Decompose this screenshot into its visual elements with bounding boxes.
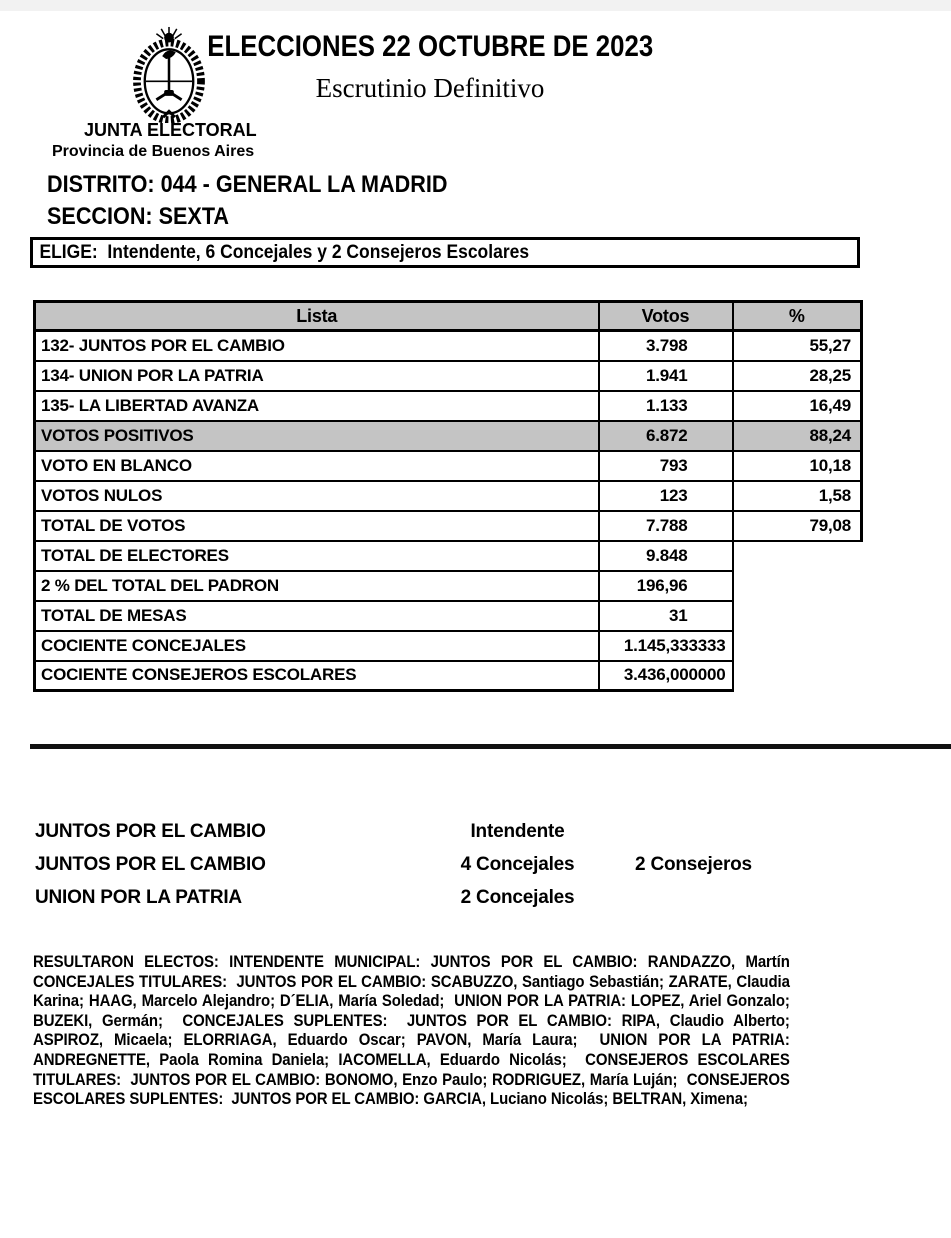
allocation-seats-primary: Intendente	[470, 821, 565, 842]
results-table-body: 132- JUNTOS POR EL CAMBIO 3.798 55,27 134- …	[33, 329, 863, 692]
table-row: COCIENTE CONSEJEROS ESCOLARES 3.436,00000…	[33, 659, 862, 692]
allocation-seats-primary: 4 Concejales	[460, 854, 575, 875]
allocation-seats-secondary	[580, 888, 915, 908]
allocation-seats-secondary: 2 Consejeros	[635, 854, 752, 875]
pct-cell: 88,24	[731, 419, 863, 452]
pct-cell: 28,25	[731, 359, 863, 392]
table-row: TOTAL DE MESAS 31	[33, 599, 862, 632]
votos-cell: 7.788	[597, 509, 734, 542]
votos-cell: 9.848	[597, 539, 734, 572]
pct-cell	[733, 631, 862, 661]
column-header-lista: Lista	[33, 300, 600, 332]
org-provincia: Provincia de Buenos Aires	[52, 143, 255, 160]
table-row: 134- UNION POR LA PATRIA 1.941 28,25	[33, 359, 863, 392]
lista-cell: 132- JUNTOS POR EL CAMBIO	[33, 329, 600, 362]
allocation-row: UNION POR LA PATRIA 2 Concejales	[35, 888, 915, 908]
pct-cell	[733, 661, 862, 691]
lista-cell: COCIENTE CONSEJEROS ESCOLARES	[33, 659, 600, 692]
lista-cell: 135- LA LIBERTAD AVANZA	[33, 389, 600, 422]
pct-cell: 55,27	[731, 329, 863, 362]
document-header: ELECCIONES 22 OCTUBRE DE 2023 Escrutinio…	[160, 30, 700, 104]
votos-cell: 196,96	[597, 569, 734, 602]
votos-cell: 793	[597, 449, 734, 482]
district-line: DISTRITO: 044 - GENERAL LA MADRID	[47, 171, 448, 198]
votos-cell: 6.872	[597, 419, 734, 452]
lista-cell: TOTAL DE VOTOS	[33, 509, 600, 542]
org-junta-electoral: JUNTA ELECTORAL	[84, 120, 257, 140]
votos-cell: 3.436,000000	[597, 659, 734, 692]
elected-officials-paragraph: RESULTARON ELECTOS: INTENDENTE MUNICIPAL…	[33, 952, 798, 1109]
table-row: VOTO EN BLANCO 793 10,18	[33, 449, 863, 482]
pct-cell: 16,49	[731, 389, 863, 422]
pct-cell	[733, 601, 862, 631]
seat-allocations: JUNTOS POR EL CAMBIO Intendente JUNTOS POR…	[35, 822, 915, 921]
votos-cell: 31	[597, 599, 734, 632]
column-header-votos: Votos	[597, 300, 734, 332]
table-header-row: Lista Votos %	[33, 300, 863, 332]
allocation-party: UNION POR LA PATRIA	[35, 887, 242, 908]
lista-cell: TOTAL DE ELECTORES	[33, 539, 600, 572]
page-subtitle: Escrutinio Definitivo	[315, 73, 545, 103]
lista-cell: TOTAL DE MESAS	[33, 599, 600, 632]
votos-cell: 1.941	[597, 359, 734, 392]
table-row: 132- JUNTOS POR EL CAMBIO 3.798 55,27	[33, 329, 863, 362]
table-row: 135- LA LIBERTAD AVANZA 1.133 16,49	[33, 389, 863, 422]
votos-cell: 123	[597, 479, 734, 512]
allocation-party: JUNTOS POR EL CAMBIO	[35, 854, 266, 875]
table-row: COCIENTE CONCEJALES 1.145,333333	[33, 629, 862, 662]
allocation-seats-secondary	[580, 822, 915, 842]
lista-cell: COCIENTE CONCEJALES	[33, 629, 600, 662]
lista-cell: 2 % DEL TOTAL DEL PADRON	[33, 569, 600, 602]
allocation-party: JUNTOS POR EL CAMBIO	[35, 821, 266, 842]
page-title: ELECCIONES 22 OCTUBRE DE 2023	[207, 30, 653, 63]
votos-cell: 3.798	[597, 329, 734, 362]
pct-cell	[733, 571, 862, 601]
allocation-row: JUNTOS POR EL CAMBIO Intendente	[35, 822, 915, 842]
section-line: SECCION: SEXTA	[47, 203, 230, 230]
pct-cell: 10,18	[731, 449, 863, 482]
column-header-pct: %	[731, 300, 863, 332]
votos-cell: 1.133	[597, 389, 734, 422]
allocation-row: JUNTOS POR EL CAMBIO 4 Concejales 2 Consej…	[35, 855, 915, 875]
lista-cell: VOTO EN BLANCO	[33, 449, 600, 482]
pct-cell: 1,58	[731, 479, 863, 512]
lista-cell: 134- UNION POR LA PATRIA	[33, 359, 600, 392]
pct-cell: 79,08	[731, 509, 863, 542]
elige-box: ELIGE: Intendente, 6 Concejales y 2 Cons…	[30, 237, 860, 268]
argentina-coat-of-arms-icon	[114, 26, 224, 124]
votos-cell: 1.145,333333	[597, 629, 734, 662]
table-row: TOTAL DE VOTOS 7.788 79,08	[33, 509, 863, 542]
table-row: 2 % DEL TOTAL DEL PADRON 196,96	[33, 569, 862, 602]
top-strip	[0, 0, 951, 11]
results-table: Lista Votos % 132- JUNTOS POR EL CAMBIO 3…	[33, 300, 863, 692]
pct-cell	[733, 541, 862, 571]
lista-cell: VOTOS POSITIVOS	[33, 419, 600, 452]
section-divider	[30, 744, 951, 749]
table-row: VOTOS NULOS 123 1,58	[33, 479, 863, 512]
lista-cell: VOTOS NULOS	[33, 479, 600, 512]
table-row: VOTOS POSITIVOS 6.872 88,24	[33, 419, 863, 452]
elige-text: ELIGE: Intendente, 6 Concejales y 2 Cons…	[39, 241, 530, 263]
allocation-seats-primary: 2 Concejales	[460, 887, 575, 908]
table-row: TOTAL DE ELECTORES 9.848	[33, 539, 862, 572]
